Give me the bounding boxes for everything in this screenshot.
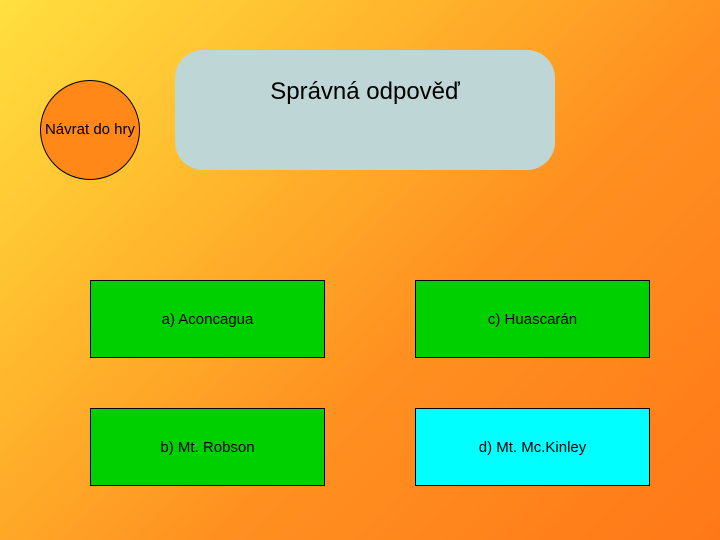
answer-d[interactable]: d) Mt. Mc.Kinley xyxy=(415,408,650,486)
answer-b-label: b) Mt. Robson xyxy=(160,439,254,456)
return-label: Návrat do hry xyxy=(45,121,135,139)
return-to-game-button[interactable]: Návrat do hry xyxy=(40,80,140,180)
answers-grid: a) Aconcagua c) Huascarán b) Mt. Robson … xyxy=(90,280,650,486)
title-box: Správná odpověď xyxy=(175,50,555,170)
answer-d-label: d) Mt. Mc.Kinley xyxy=(479,439,587,456)
answer-b[interactable]: b) Mt. Robson xyxy=(90,408,325,486)
title-text: Správná odpověď xyxy=(270,78,460,106)
answer-a-label: a) Aconcagua xyxy=(162,311,254,328)
answer-a[interactable]: a) Aconcagua xyxy=(90,280,325,358)
answer-c-label: c) Huascarán xyxy=(488,311,577,328)
answer-c[interactable]: c) Huascarán xyxy=(415,280,650,358)
